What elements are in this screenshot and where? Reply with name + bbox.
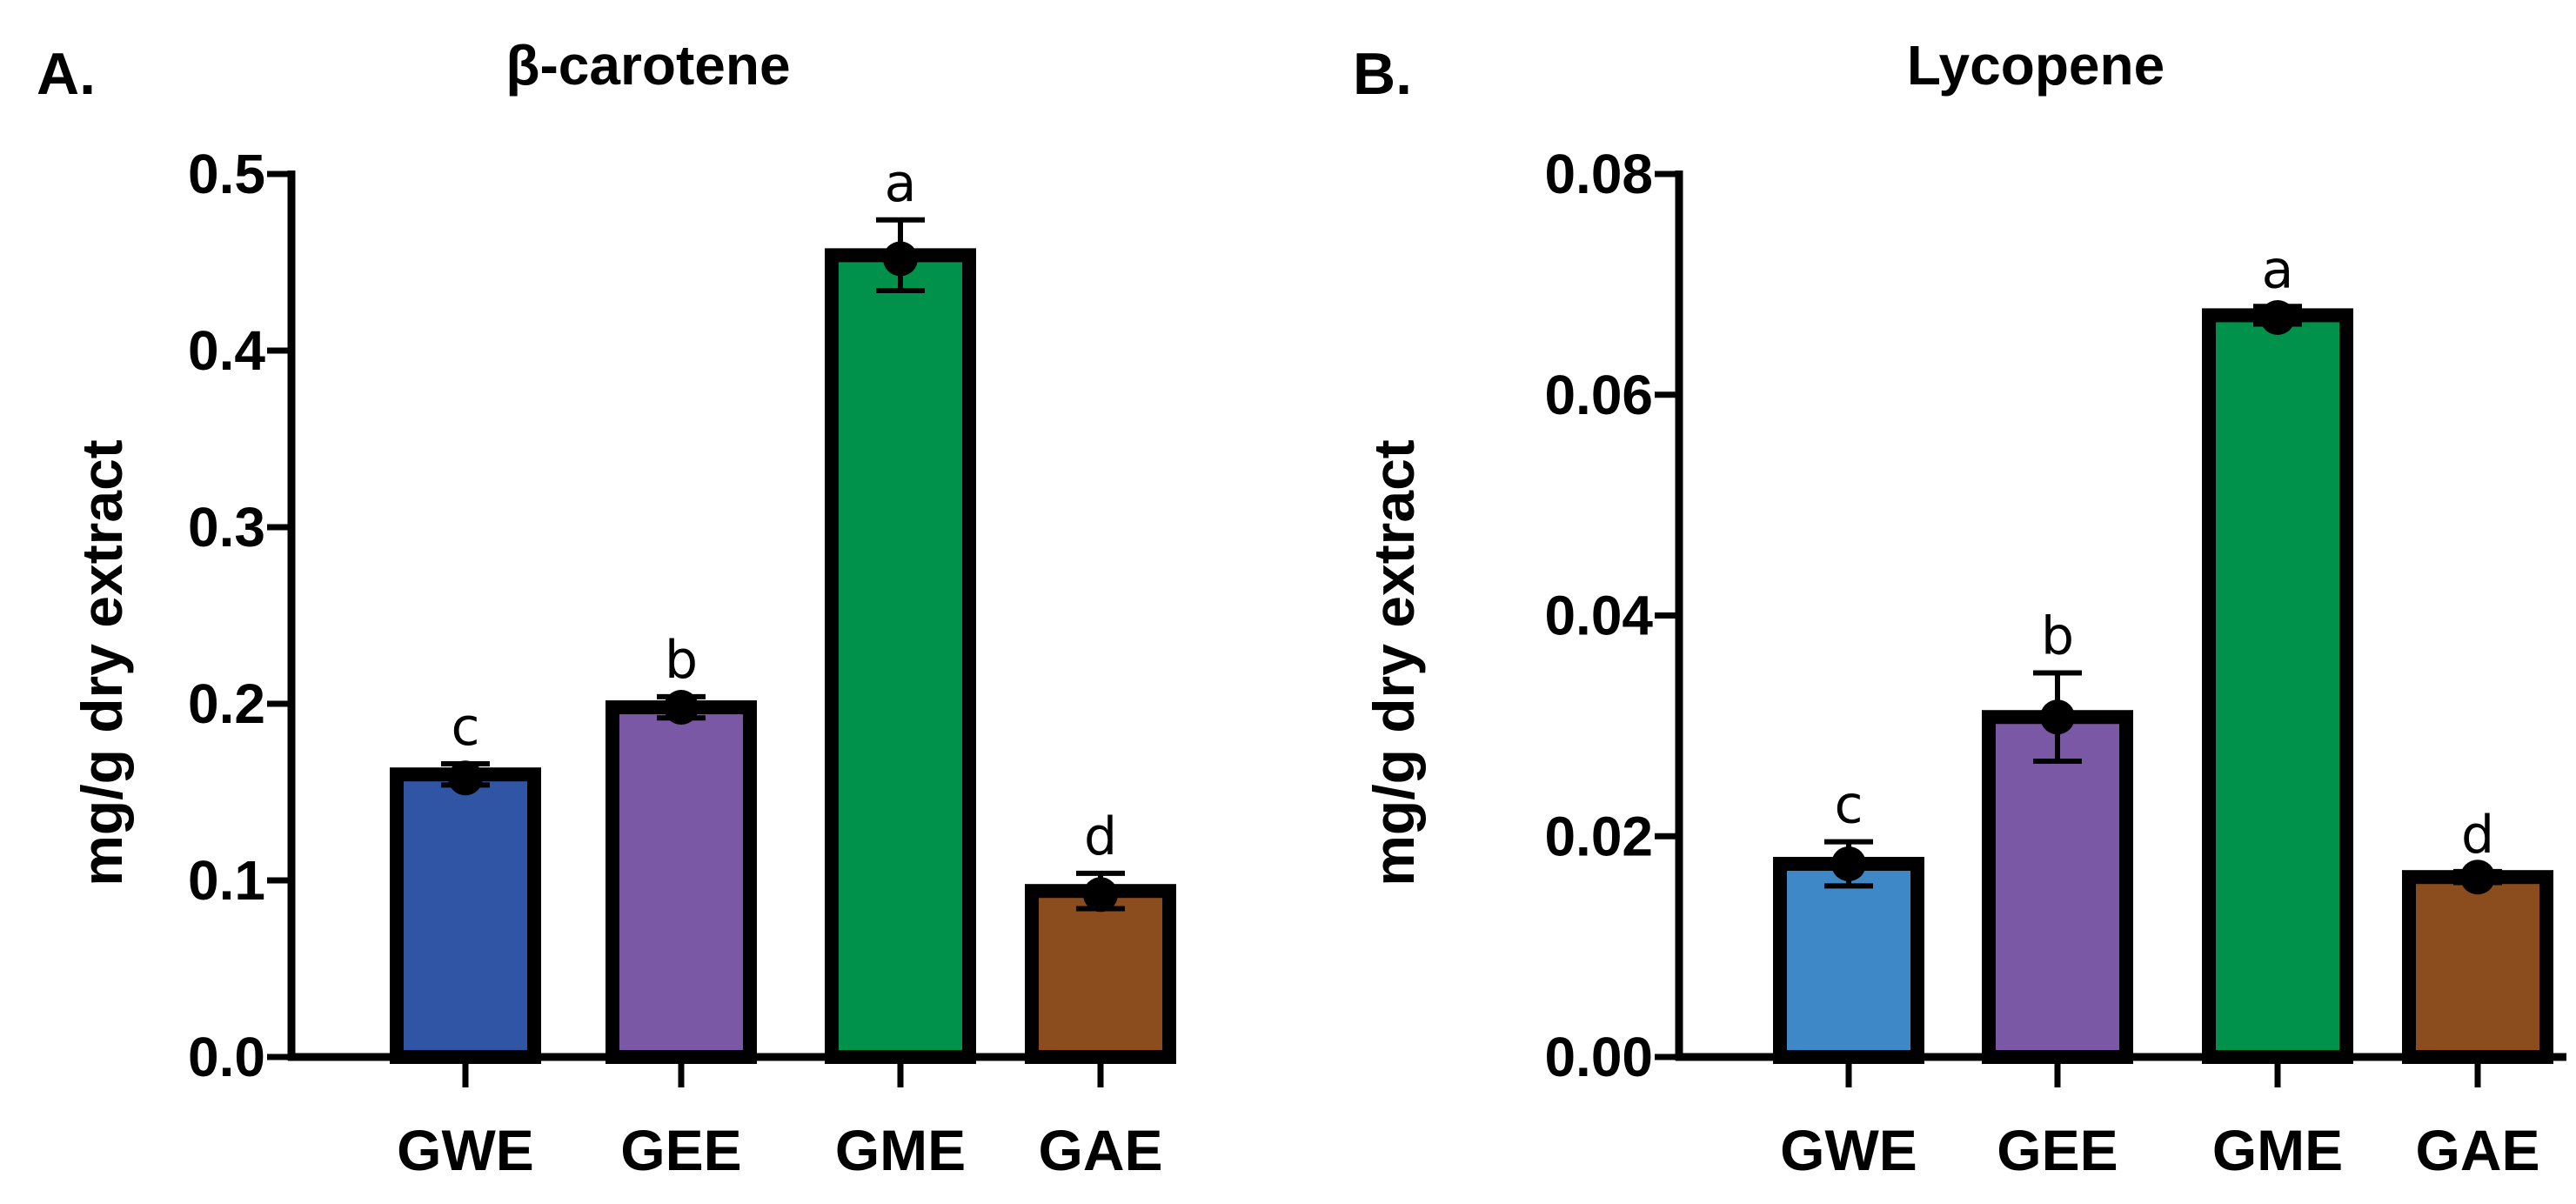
y-tick-label: 0.3 xyxy=(188,496,265,559)
significance-letter: d xyxy=(2461,805,2494,866)
chart-title: β-carotene xyxy=(505,34,790,97)
significance-letter: c xyxy=(452,697,480,758)
data-point xyxy=(448,760,483,796)
panel-label: B. xyxy=(1353,41,1412,107)
data-point xyxy=(2460,860,2495,895)
y-tick-label: 0.02 xyxy=(1544,805,1653,867)
data-point xyxy=(664,690,699,726)
data-point xyxy=(2260,299,2295,335)
panel-label: A. xyxy=(37,41,96,107)
data-point xyxy=(1083,877,1118,913)
bar xyxy=(1025,884,1176,1065)
chart-title: Lycopene xyxy=(1907,34,2165,97)
data-point xyxy=(1831,846,1866,881)
significance-letter: a xyxy=(885,153,917,214)
y-tick-label: 0.1 xyxy=(188,849,265,912)
y-axis-title: mg/g dry extract xyxy=(1362,439,1426,886)
x-tick-label: GAE xyxy=(1038,1118,1162,1182)
bar xyxy=(606,700,757,1064)
bar xyxy=(2402,870,2553,1064)
y-tick-label: 0.06 xyxy=(1544,364,1653,426)
x-tick-label: GME xyxy=(2212,1118,2343,1182)
significance-letter: c xyxy=(1835,775,1863,836)
y-tick-label: 0.00 xyxy=(1544,1026,1653,1088)
y-tick-label: 0.4 xyxy=(188,319,265,382)
significance-letter: d xyxy=(1084,806,1117,867)
x-tick-label: GWE xyxy=(1780,1118,1917,1182)
y-tick-label: 0.2 xyxy=(188,672,265,735)
data-point xyxy=(2040,699,2075,735)
x-tick-label: GWE xyxy=(397,1118,534,1182)
bar xyxy=(1773,856,1924,1064)
x-tick-label: GAE xyxy=(2415,1118,2539,1182)
x-tick-label: GEE xyxy=(1997,1118,2118,1182)
significance-letter: a xyxy=(2262,239,2294,300)
bar xyxy=(825,248,976,1064)
x-tick-label: GME xyxy=(835,1118,966,1182)
bar xyxy=(1982,710,2133,1064)
bar xyxy=(2202,308,2353,1064)
panel-b: B. Lycopene mg/g dry extract c GWE b GEE a GM… xyxy=(1353,34,2566,1182)
data-point xyxy=(883,241,918,277)
significance-letter: b xyxy=(2041,605,2074,666)
y-tick-label: 0.04 xyxy=(1544,585,1653,647)
y-tick-label: 0.5 xyxy=(188,143,265,205)
y-tick-label: 0.0 xyxy=(188,1026,265,1088)
bar xyxy=(390,767,541,1064)
x-tick-label: GEE xyxy=(620,1118,741,1182)
significance-letter: b xyxy=(665,630,698,691)
y-tick-label: 0.08 xyxy=(1544,143,1653,205)
y-axis-title: mg/g dry extract xyxy=(70,439,134,886)
panel-a: A. β-carotene mg/g dry extract c GWE b GEE a… xyxy=(37,34,1176,1182)
